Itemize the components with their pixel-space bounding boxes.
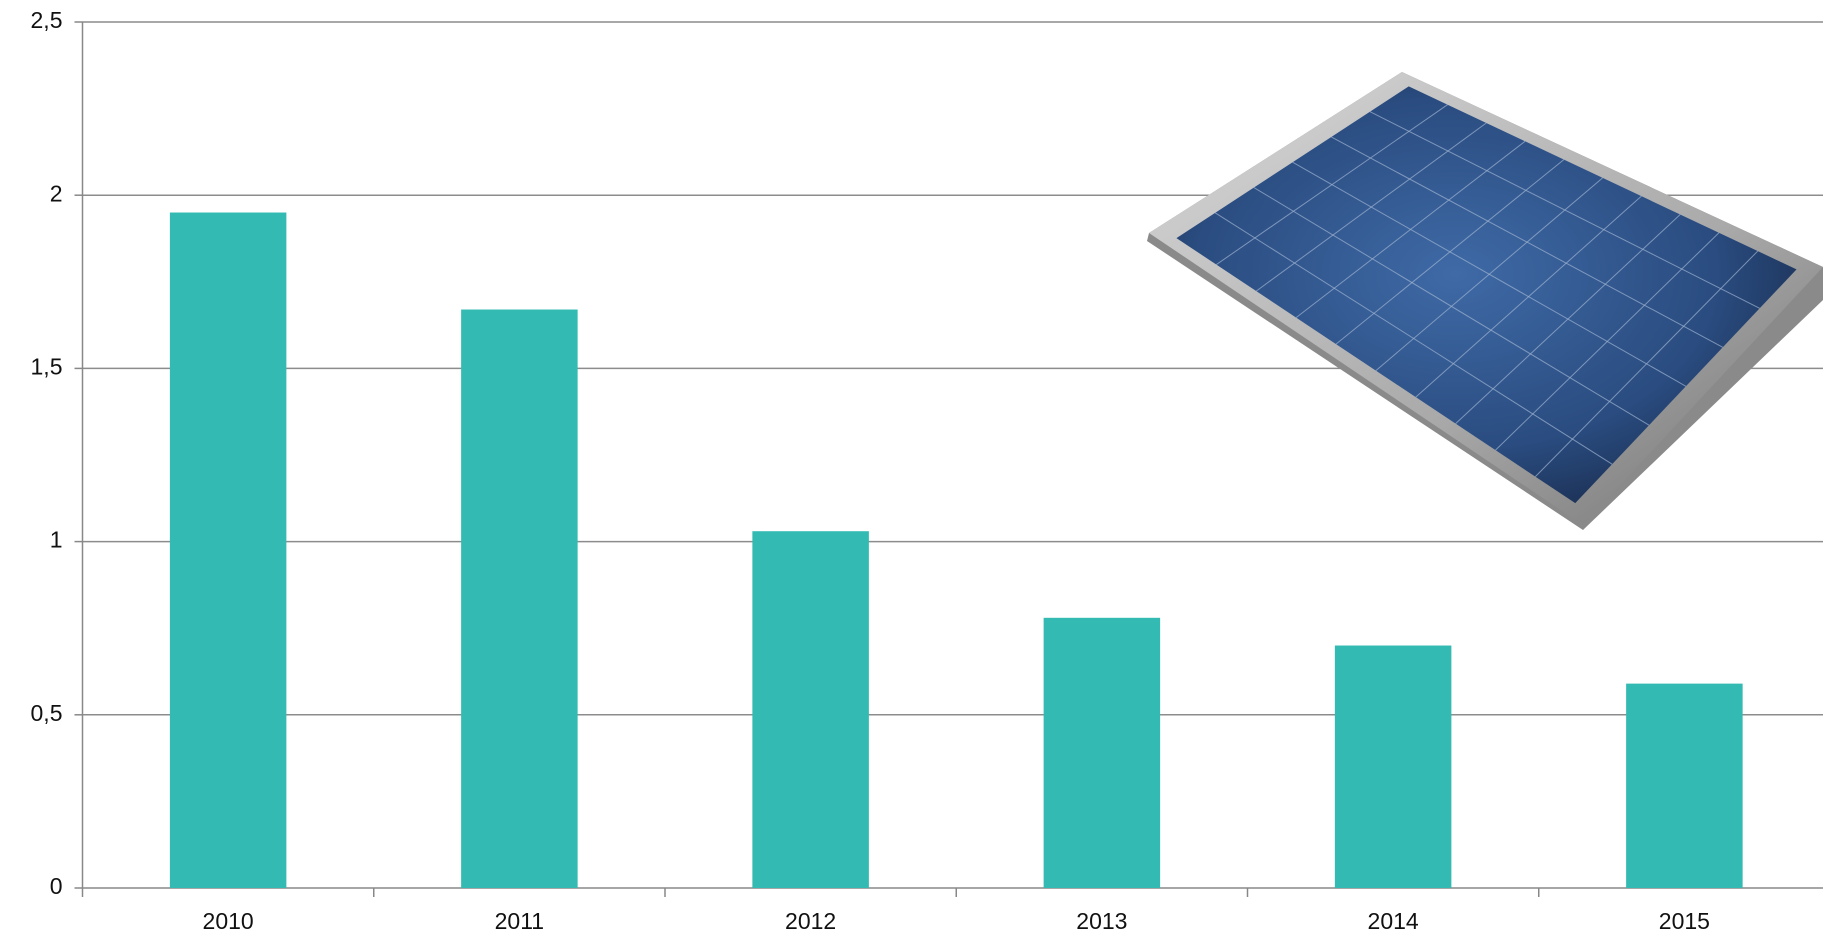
bar xyxy=(1044,618,1161,888)
bar xyxy=(461,310,578,888)
x-tick-label: 2011 xyxy=(495,908,544,934)
y-tick-label: 0 xyxy=(50,873,63,899)
bar xyxy=(752,531,869,888)
x-tick-label: 2013 xyxy=(1076,908,1127,934)
y-tick-label: 0,5 xyxy=(31,700,63,726)
y-tick-label: 2,5 xyxy=(31,7,63,33)
bar xyxy=(170,213,287,888)
bar xyxy=(1626,684,1743,888)
x-tick-label: 2010 xyxy=(203,908,254,934)
solar-panel-image xyxy=(1147,72,1823,530)
x-tick-label: 2014 xyxy=(1368,908,1419,934)
x-tick-label: 2012 xyxy=(785,908,836,934)
y-tick-label: 2 xyxy=(50,180,63,206)
y-tick-label: 1,5 xyxy=(31,353,63,379)
chart: 0 0,5 1 1,5 2 2,5 2010 2011 2012 2013 2014 2015 xyxy=(0,0,1823,937)
page: 00,511,522,5 201020112012201320142015 ((… xyxy=(0,0,1823,937)
y-tick-label: 1 xyxy=(50,527,63,553)
panel-cells xyxy=(1176,86,1796,503)
x-tick-label: 2015 xyxy=(1659,908,1710,934)
bar xyxy=(1335,646,1452,888)
